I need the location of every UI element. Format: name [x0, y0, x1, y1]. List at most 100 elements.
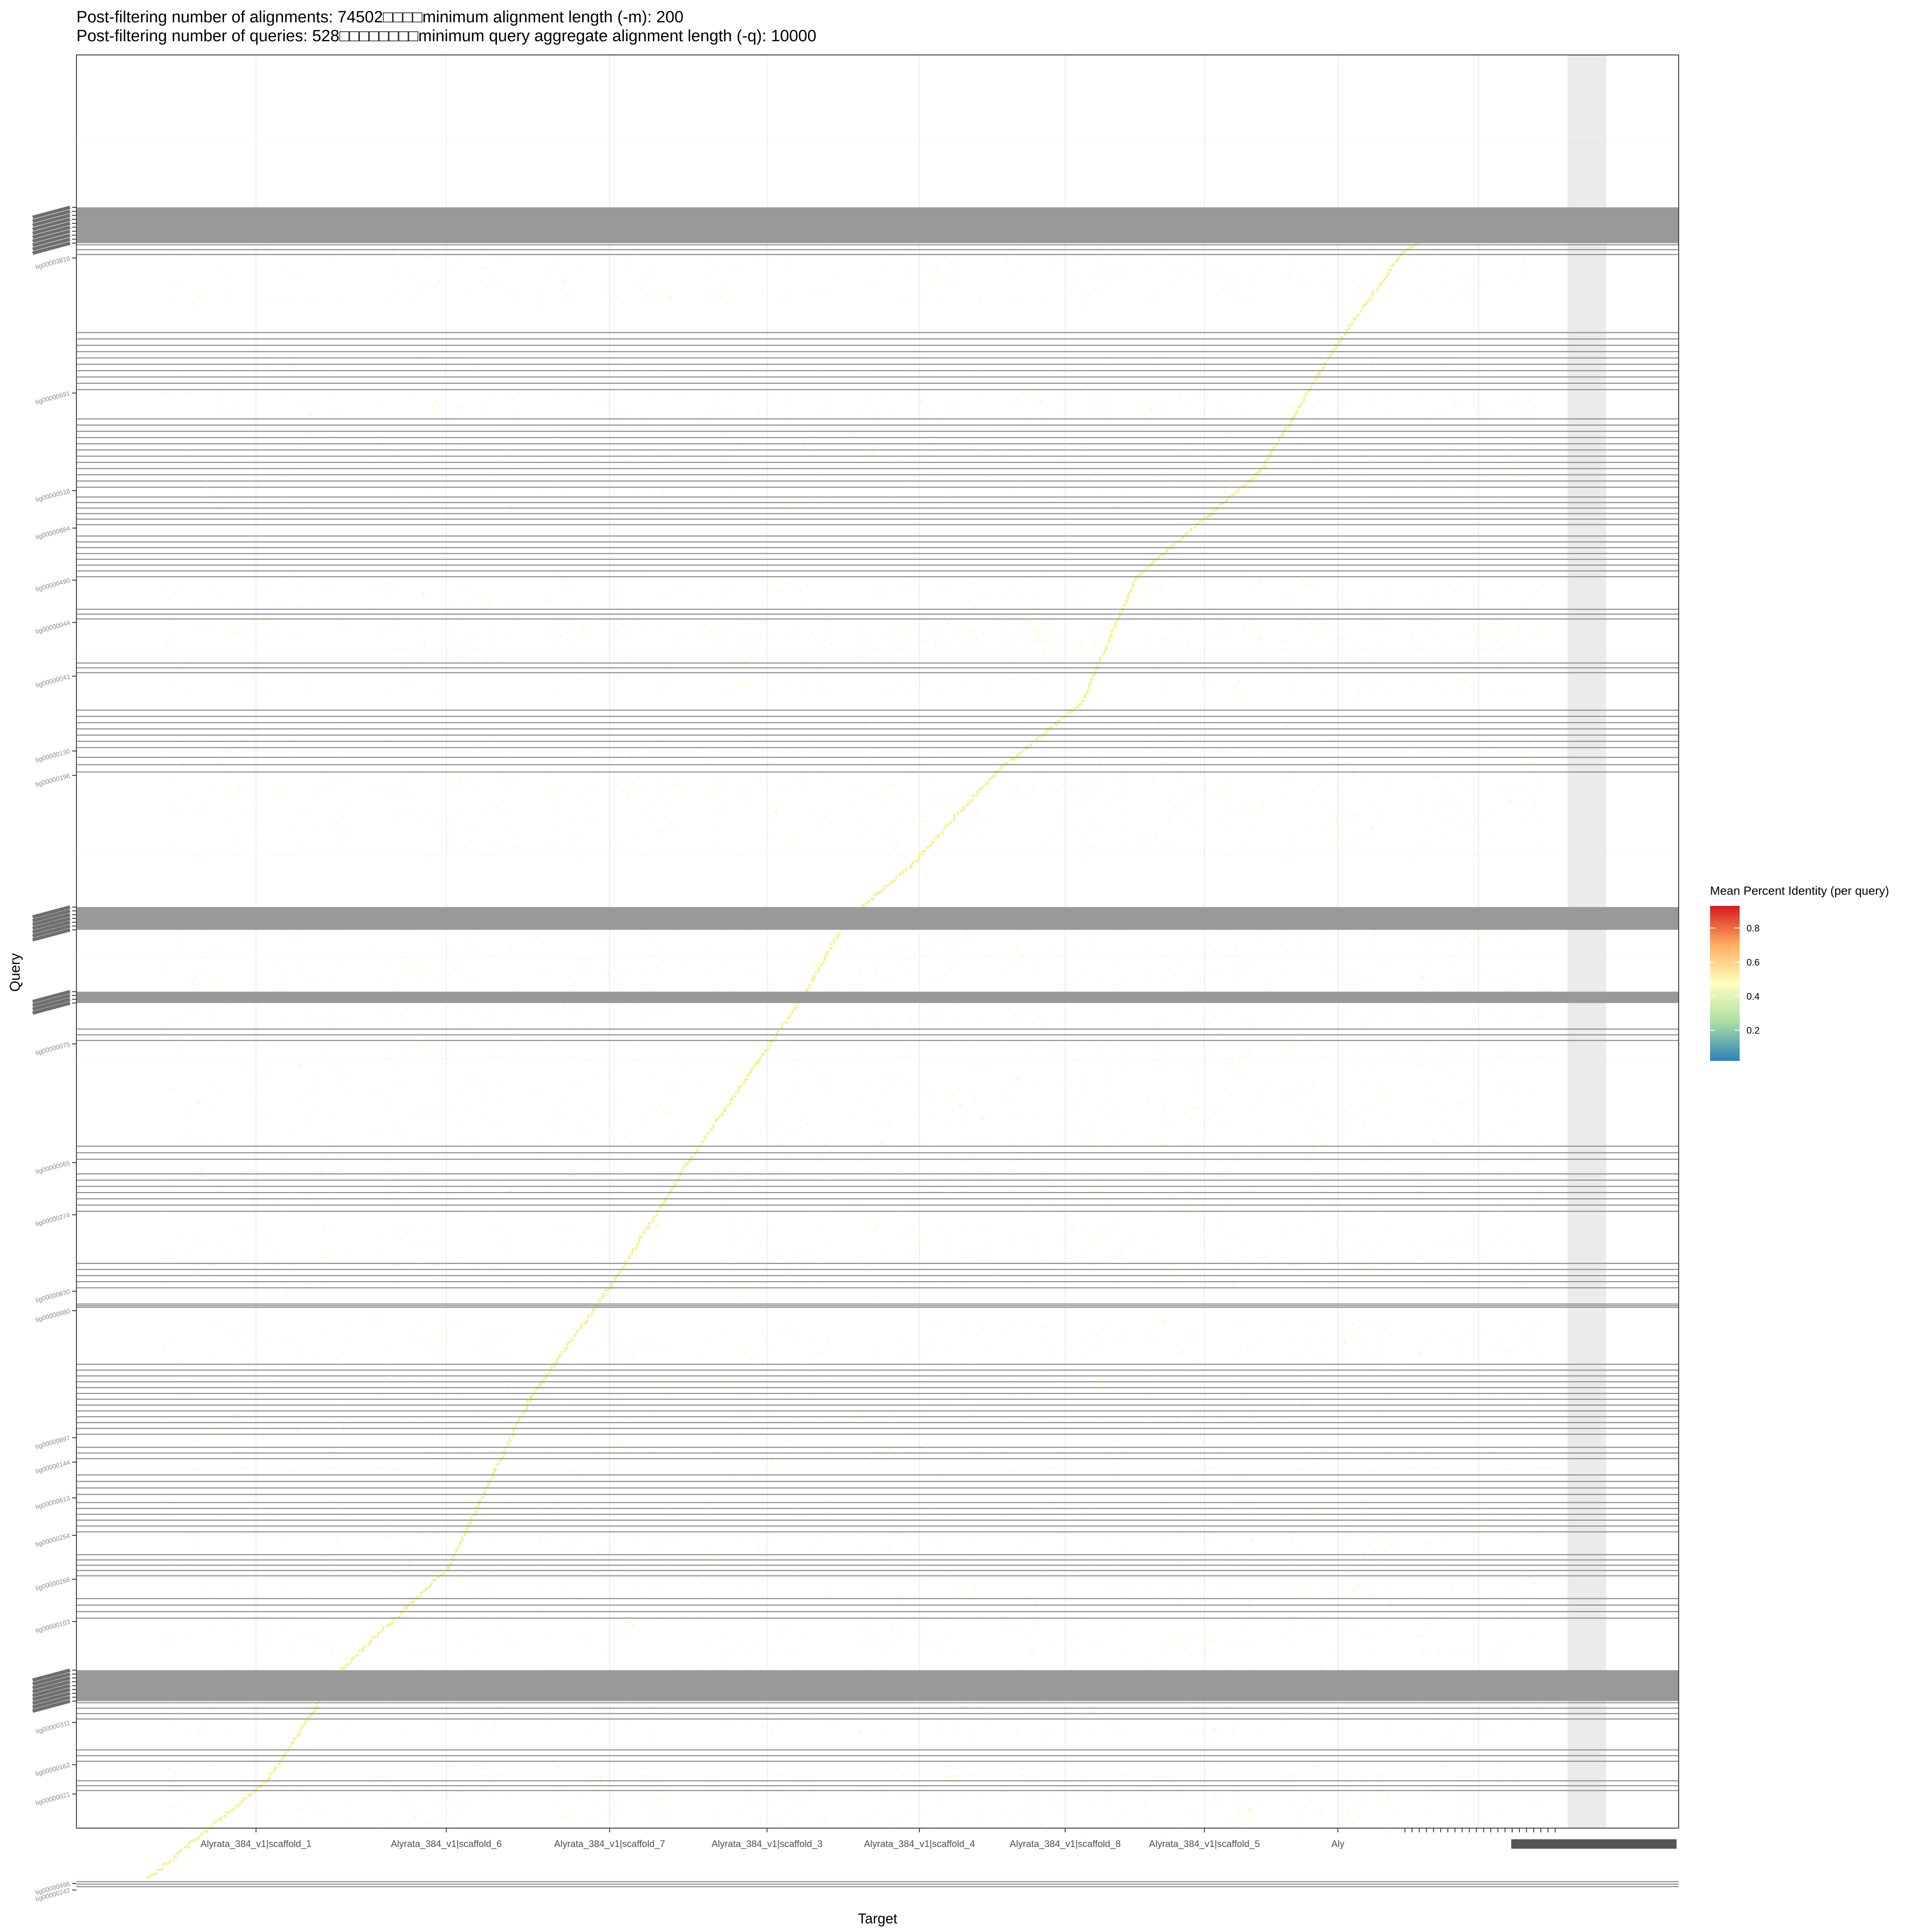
alignment-point — [1286, 1040, 1288, 1043]
alignment-point — [1179, 1825, 1182, 1827]
alignment-point — [557, 1118, 559, 1120]
alignment-point — [804, 1115, 806, 1117]
alignment-point — [1081, 503, 1083, 505]
alignment-point — [794, 1667, 796, 1669]
alignment-point — [504, 1768, 506, 1771]
alignment-point — [1182, 776, 1184, 778]
alignment-point — [662, 960, 664, 963]
alignment-point — [583, 465, 585, 467]
alignment-point — [963, 683, 965, 685]
alignment-point — [1244, 630, 1246, 632]
alignment-point — [1298, 1032, 1300, 1034]
alignment-point — [827, 1338, 829, 1340]
alignment-point — [908, 1794, 910, 1796]
alignment-point — [829, 1151, 831, 1153]
alignment-point — [1306, 801, 1308, 804]
alignment-point — [809, 1341, 811, 1343]
alignment-point — [1118, 1823, 1120, 1825]
alignment-point — [163, 392, 166, 395]
alignment-point — [1173, 1792, 1176, 1794]
alignment-point — [338, 963, 340, 965]
alignment-point — [763, 1119, 766, 1121]
alignment-point — [193, 1238, 196, 1240]
alignment-point — [1317, 1115, 1320, 1118]
alignment-point — [169, 1823, 171, 1825]
alignment-point — [966, 1257, 968, 1259]
alignment-point — [1160, 1048, 1163, 1050]
alignment-point — [619, 1358, 621, 1361]
alignment-point — [459, 1025, 461, 1028]
alignment-point — [434, 1264, 437, 1266]
alignment-point — [920, 398, 922, 401]
alignment-point — [945, 665, 947, 667]
alignment-point — [1098, 278, 1100, 280]
alignment-point — [1176, 1345, 1178, 1347]
alignment-point — [1191, 784, 1194, 787]
alignment-point — [786, 1425, 788, 1427]
alignment-point — [1189, 1637, 1192, 1640]
alignment-point — [1230, 1122, 1232, 1125]
alignment-point — [1191, 1730, 1194, 1732]
alignment-point — [1250, 812, 1252, 814]
alignment-point — [1004, 362, 1006, 364]
alignment-point — [629, 1142, 631, 1144]
alignment-point — [1073, 1571, 1075, 1574]
alignment-point — [1045, 641, 1047, 644]
alignment-point — [218, 269, 221, 271]
alignment-point — [1147, 621, 1149, 623]
alignment-point — [310, 400, 313, 402]
alignment-point — [400, 1137, 402, 1139]
alignment-point — [1093, 1148, 1095, 1151]
alignment-point — [1033, 1593, 1035, 1596]
alignment-point — [1346, 1120, 1348, 1122]
alignment-point — [774, 817, 776, 820]
alignment-point — [405, 957, 407, 959]
alignment-point — [430, 1054, 432, 1057]
alignment-point — [611, 606, 613, 608]
alignment-point — [1150, 267, 1152, 270]
alignment-point — [559, 1786, 561, 1788]
alignment-point — [654, 1109, 657, 1112]
alignment-point — [1192, 826, 1194, 828]
alignment-point — [476, 1731, 478, 1733]
alignment-point — [576, 1638, 578, 1640]
alignment-point — [295, 1056, 298, 1058]
alignment-point — [572, 1057, 574, 1059]
alignment-point — [948, 1163, 951, 1165]
alignment-point — [801, 602, 803, 605]
alignment-point — [1116, 1520, 1118, 1522]
alignment-point — [933, 794, 936, 796]
alignment-point — [1319, 379, 1321, 382]
alignment-point — [606, 1342, 609, 1344]
alignment-point — [1238, 980, 1240, 982]
alignment-point — [608, 405, 611, 408]
alignment-point — [890, 785, 892, 788]
alignment-point — [1196, 276, 1199, 279]
alignment-point — [243, 1258, 246, 1261]
alignment-point — [1176, 1602, 1178, 1604]
alignment-point — [455, 787, 457, 789]
alignment-point — [440, 1703, 442, 1705]
alignment-point — [449, 1805, 451, 1807]
alignment-point — [202, 1722, 205, 1724]
alignment-point — [641, 854, 644, 857]
alignment-point — [261, 1437, 264, 1440]
alignment-point — [1125, 1370, 1128, 1373]
alignment-point — [761, 1463, 763, 1466]
alignment-point — [391, 1735, 393, 1737]
alignment-point — [783, 1765, 785, 1768]
alignment-point — [1336, 818, 1338, 820]
alignment-point — [802, 446, 805, 448]
alignment-point — [833, 1724, 835, 1726]
alignment-point — [1053, 627, 1055, 630]
alignment-point — [1072, 1652, 1074, 1654]
alignment-point — [1151, 427, 1153, 429]
alignment-point — [1078, 1101, 1081, 1103]
alignment-point — [1203, 803, 1205, 806]
alignment-point — [233, 1623, 235, 1625]
alignment-point — [392, 1121, 394, 1123]
alignment-point — [1227, 956, 1229, 958]
alignment-point — [1261, 383, 1264, 386]
alignment-point — [346, 1568, 349, 1571]
alignment-point — [291, 1470, 294, 1472]
